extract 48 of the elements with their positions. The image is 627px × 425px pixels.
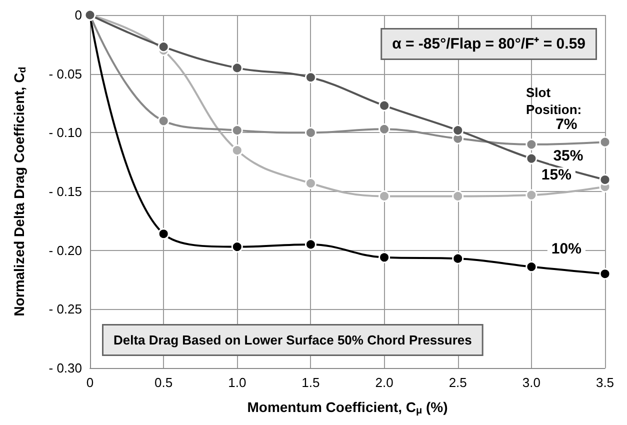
point <box>158 228 170 240</box>
point <box>526 138 538 150</box>
point <box>526 152 538 164</box>
x-tick-label: 2.0 <box>375 375 394 390</box>
x-tick-label: 3.0 <box>522 375 540 390</box>
series-label: 15% <box>541 166 572 184</box>
point <box>452 190 464 202</box>
x-tick-label: 0.5 <box>154 375 173 390</box>
point <box>599 174 611 186</box>
point <box>304 238 316 250</box>
point <box>231 241 243 253</box>
point <box>599 268 611 280</box>
point <box>599 136 611 148</box>
point <box>378 190 390 202</box>
annotation: Slot Position: <box>526 85 582 117</box>
y-tick-label: - 0.25 <box>48 302 82 317</box>
point <box>378 100 390 112</box>
point <box>304 178 316 190</box>
point <box>231 62 243 74</box>
x-tick-label: 3.5 <box>596 375 614 390</box>
point <box>378 123 390 135</box>
point <box>526 261 538 273</box>
annotation: α = -85°/Flap = 80°/F⁺ = 0.59 <box>392 36 586 52</box>
x-tick-label: 1.5 <box>302 375 320 390</box>
point <box>526 189 538 201</box>
series-label: 35% <box>553 148 584 165</box>
point <box>158 41 170 53</box>
y-tick-label: - 0.20 <box>48 242 82 258</box>
y-tick-label: 0 <box>74 8 82 22</box>
point <box>304 72 316 84</box>
point <box>304 126 316 138</box>
series-label: 7% <box>556 116 578 133</box>
point <box>452 252 464 264</box>
y-tick-label: - 0.10 <box>48 125 82 140</box>
y-tick-label: - 0.30 <box>48 360 82 376</box>
x-tick-label: 2.5 <box>448 375 467 390</box>
annotation: Delta Drag Based on Lower Surface 50% Chord Pressures <box>114 332 472 348</box>
point <box>231 144 243 156</box>
series-label: 10% <box>551 240 582 258</box>
x-tick-label: 0 <box>86 375 94 390</box>
point <box>231 124 243 136</box>
y-tick-label: - 0.15 <box>48 184 82 199</box>
point <box>158 115 170 127</box>
y-axis-title: Normalized Delta Drag Coefficient, Cd <box>11 66 28 316</box>
y-tick-label: - 0.05 <box>48 66 82 82</box>
point <box>378 252 390 264</box>
x-tick-label: 1.0 <box>228 375 246 390</box>
point <box>452 124 464 136</box>
